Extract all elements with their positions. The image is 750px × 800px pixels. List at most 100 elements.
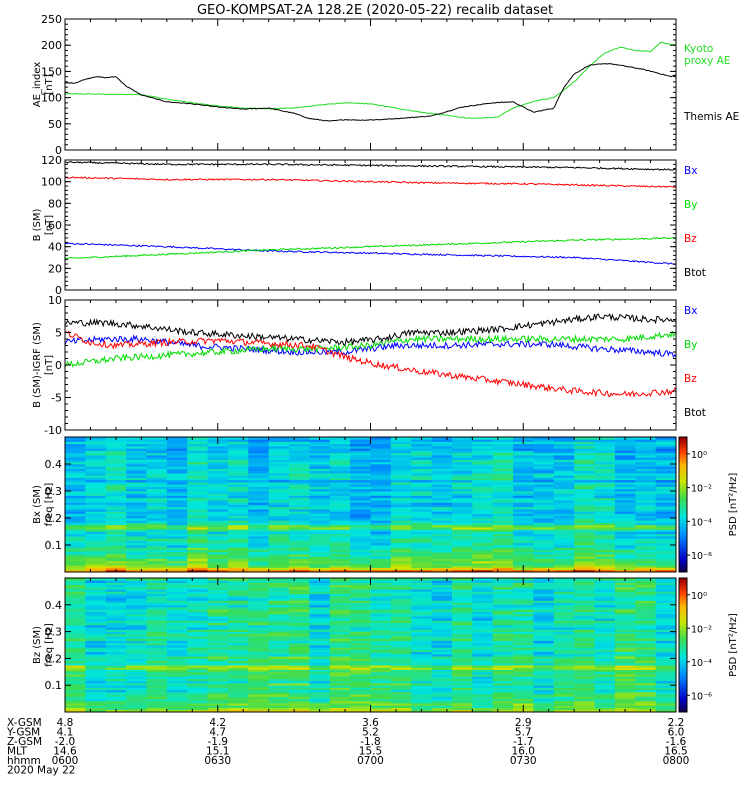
heatmap-cell (553, 545, 575, 548)
heatmap-cell (513, 680, 534, 684)
y-axis-label: [nT] (44, 215, 55, 235)
heatmap-cell (451, 515, 473, 519)
heatmap-cell (492, 475, 514, 478)
heatmap-cell (126, 524, 147, 528)
heatmap-cell (105, 533, 127, 537)
heatmap-cell (513, 638, 534, 641)
heatmap-cell (227, 450, 249, 454)
heatmap-cell (431, 591, 453, 595)
heatmap-cell (655, 651, 677, 655)
heatmap-cell (451, 450, 473, 454)
heatmap-cell (85, 563, 107, 566)
heatmap-cell (370, 602, 392, 606)
heatmap-cell (309, 678, 331, 682)
heatmap-cell (207, 698, 229, 702)
heatmap-cell (492, 468, 514, 472)
legend-kyoto: Kyoto (684, 43, 713, 55)
heatmap-cell (65, 665, 86, 668)
heatmap-cell (533, 582, 555, 586)
heatmap-cell (492, 493, 514, 496)
heatmap-cell (207, 518, 229, 521)
heatmap-cell (105, 506, 127, 510)
heatmap-cell (390, 457, 412, 460)
heatmap-cell (309, 502, 331, 505)
heatmap-cell (248, 551, 270, 555)
heatmap-cell (329, 470, 351, 474)
heatmap-cell (553, 513, 575, 517)
heatmap-cell (431, 437, 453, 440)
heatmap-cell (105, 443, 127, 447)
heatmap-cell (105, 545, 127, 548)
heatmap-cell (350, 450, 371, 454)
heatmap-cell (227, 613, 249, 617)
heatmap-cell (533, 518, 555, 521)
heatmap-cell (553, 493, 575, 496)
heatmap-cell (594, 560, 616, 564)
heatmap-cell (105, 642, 127, 646)
heatmap-cell (594, 689, 616, 693)
heatmap-cell (65, 629, 86, 632)
heatmap-cell (411, 627, 432, 630)
heatmap-cell (574, 707, 595, 711)
heatmap-cell (309, 549, 331, 553)
heatmap-cell (411, 649, 432, 653)
heatmap-cell (329, 578, 351, 581)
heatmap-cell (105, 542, 127, 546)
heatmap-cell (207, 446, 229, 449)
heatmap-cell (166, 662, 188, 666)
heatmap-cell (65, 658, 86, 662)
heatmap-cell (85, 584, 107, 588)
heatmap-cell (411, 531, 432, 535)
heatmap-cell (105, 547, 127, 550)
heatmap-cell (187, 477, 208, 481)
heatmap-cell (187, 607, 208, 610)
heatmap-cell (492, 700, 514, 704)
heatmap-cell (594, 527, 616, 530)
heatmap-cell (248, 598, 270, 601)
heatmap-cell (492, 694, 514, 697)
heatmap-cell (105, 502, 127, 505)
heatmap-cell (533, 645, 555, 648)
heatmap-cell (126, 642, 147, 646)
heatmap-cell (65, 455, 86, 458)
heatmap-cell (431, 558, 453, 562)
heatmap-cell (329, 455, 351, 458)
heatmap-cell (553, 622, 575, 626)
heatmap-cell (207, 649, 229, 653)
heatmap-cell (553, 441, 575, 445)
heatmap-cell (594, 703, 616, 706)
heatmap-cell (390, 443, 412, 447)
heatmap-cell (289, 604, 310, 608)
heatmap-cell (553, 700, 575, 704)
heatmap-cell (248, 615, 270, 619)
heatmap-cell (289, 468, 310, 472)
heatmap-cell (472, 656, 494, 659)
heatmap-cell (248, 538, 270, 541)
heatmap-cell (553, 482, 575, 485)
heatmap-cell (65, 468, 86, 472)
heatmap-cell (65, 620, 86, 624)
heatmap-cell (227, 551, 249, 555)
heatmap-cell (85, 491, 107, 494)
heatmap-cell (492, 671, 514, 675)
heatmap-cell (65, 495, 86, 499)
heatmap-cell (289, 698, 310, 702)
heatmap-cell (594, 441, 616, 445)
heatmap-cell (553, 591, 575, 595)
heatmap-cell (411, 459, 432, 463)
heatmap-cell (350, 682, 371, 686)
heatmap-cell (574, 437, 595, 440)
heatmap-cell (289, 533, 310, 537)
heatmap-cell (309, 676, 331, 679)
heatmap-cell (472, 642, 494, 646)
heatmap-cell (207, 448, 229, 451)
heatmap-cell (411, 443, 432, 447)
heatmap-cell (309, 696, 331, 699)
heatmap-cell (655, 622, 677, 626)
heatmap-cell (268, 580, 290, 583)
heatmap-cell (614, 473, 636, 476)
heatmap-cell (65, 515, 86, 519)
heatmap-cell (553, 488, 575, 492)
heatmap-cell (451, 527, 473, 530)
heatmap-cell (105, 593, 127, 597)
